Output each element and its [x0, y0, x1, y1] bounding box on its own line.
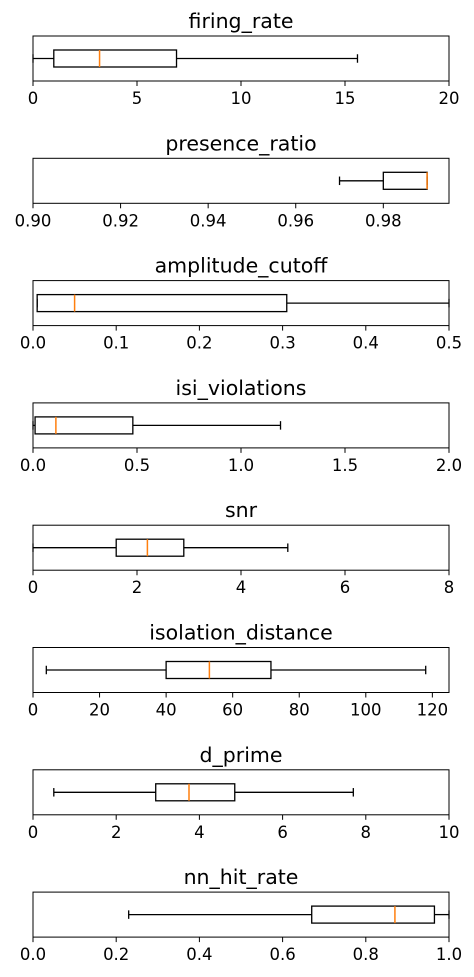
x-tick-label: 1.0: [436, 945, 462, 964]
x-tick-label: 0.0: [20, 456, 46, 475]
x-tick-label: 60: [222, 701, 243, 720]
x-tick-label: 0: [28, 578, 39, 597]
x-tick-label: 0.90: [15, 211, 52, 230]
x-tick-label: 10: [439, 823, 460, 842]
subplot-firing_rate: firing_rate 0 5 10 15 20: [28, 9, 460, 108]
x-tick-label: 5: [132, 89, 143, 108]
plot-frame: [32, 157, 450, 204]
x-tick-label: 0.0: [20, 334, 46, 353]
x-tick-label: 0.2: [186, 334, 212, 353]
x-tick-label: 15: [335, 89, 356, 108]
subplot-nn_hit_rate: nn_hit_rate 0.0 0.2 0.4 0.6 0.8 1.0: [20, 865, 462, 964]
x-tick-label: 1.0: [228, 456, 254, 475]
x-tick-label: 2.0: [436, 456, 462, 475]
x-tick-label: 8: [444, 578, 455, 597]
subplot-title: nn_hit_rate: [184, 865, 299, 890]
x-tick-label: 6: [277, 823, 288, 842]
x-tick-label: 2: [111, 823, 122, 842]
x-tick-label: 0.0: [20, 945, 46, 964]
x-tick-label: 8: [361, 823, 372, 842]
iqr-box: [115, 538, 185, 557]
x-tick-label: 0: [28, 89, 39, 108]
subplot-title: firing_rate: [189, 9, 294, 34]
plot-frame: [32, 280, 450, 327]
x-tick-label: 10: [231, 89, 252, 108]
x-tick-label: 20: [439, 89, 460, 108]
x-tick-label: 0.4: [353, 334, 379, 353]
iqr-box: [34, 416, 134, 435]
iqr-box: [165, 660, 272, 680]
subplot-snr: snr 0 2 4 6 8: [28, 498, 455, 597]
iqr-box: [155, 783, 236, 802]
iqr-box: [311, 905, 436, 924]
x-tick-label: 0.92: [102, 211, 139, 230]
x-tick-label: 100: [350, 701, 382, 720]
subplot-title: amplitude_cutoff: [155, 254, 329, 279]
iqr-box: [53, 49, 178, 68]
iqr-box: [382, 171, 428, 190]
subplot-title: isi_violations: [176, 376, 307, 401]
iqr-box: [36, 293, 288, 313]
x-tick-label: 80: [289, 701, 310, 720]
x-tick-label: 0.2: [103, 945, 129, 964]
x-tick-label: 0: [28, 701, 39, 720]
x-tick-label: 0.8: [353, 945, 379, 964]
x-tick-label: 0.5: [124, 456, 150, 475]
x-tick-label: 4: [194, 823, 205, 842]
x-tick-label: 0.4: [186, 945, 212, 964]
subplot-title: snr: [225, 498, 258, 522]
plot-frame: [32, 769, 450, 816]
subplot-title: presence_ratio: [165, 131, 316, 156]
subplot-amplitude_cutoff: amplitude_cutoff 0.0 0.1 0.2 0.3 0.4 0.5: [20, 254, 462, 353]
plot-frame: [32, 647, 450, 693]
subplot-isi_violations: isi_violations 0.0 0.5 1.0 1.5 2.0: [20, 376, 462, 475]
x-tick-label: 1.5: [332, 456, 358, 475]
subplot-title: isolation_distance: [149, 621, 333, 646]
x-tick-label: 40: [156, 701, 177, 720]
x-tick-label: 0.6: [269, 945, 295, 964]
subplot-presence_ratio: presence_ratio 0.90 0.92 0.94 0.96 0.98: [15, 131, 450, 230]
subplot-title: d_prime: [200, 743, 283, 768]
subplot-isolation_distance: isolation_distance 0 20 40 60 80 100 120: [28, 621, 450, 720]
x-tick-label: 0.1: [103, 334, 129, 353]
x-tick-label: 0.3: [269, 334, 295, 353]
x-tick-label: 120: [417, 701, 449, 720]
plot-frame: [32, 891, 450, 938]
x-tick-label: 20: [89, 701, 110, 720]
x-tick-label: 0.94: [190, 211, 227, 230]
x-tick-label: 0: [28, 823, 39, 842]
x-tick-label: 0.98: [365, 211, 402, 230]
x-tick-label: 4: [236, 578, 247, 597]
subplot-d_prime: d_prime 0 2 4 6 8 10: [28, 743, 460, 842]
x-tick-label: 6: [340, 578, 351, 597]
x-tick-label: 0.96: [277, 211, 314, 230]
x-tick-label: 0.5: [436, 334, 462, 353]
x-tick-label: 2: [132, 578, 143, 597]
